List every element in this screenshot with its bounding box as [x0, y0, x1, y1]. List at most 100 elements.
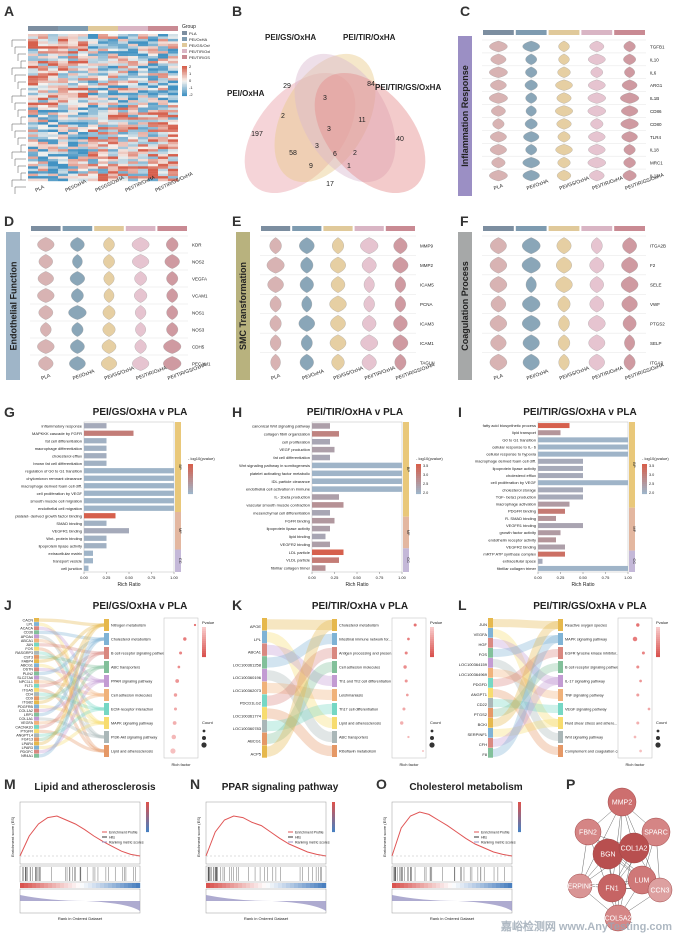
heatmap-cell: [68, 156, 78, 160]
heatmap-cell: [168, 92, 178, 96]
gsea-rank-gradient-cell: [214, 883, 219, 888]
gsea-rank-gradient-cell: [128, 883, 133, 888]
violin-shape: [524, 118, 538, 130]
heatmap-cell: [68, 87, 78, 91]
go-term-label: PDGFR binding: [508, 509, 536, 514]
heatmap-cell: [128, 75, 138, 79]
dot-point: [633, 735, 637, 739]
heatmap-cell: [108, 129, 118, 133]
heatmap-legend-label: PEI/GS/OxHA: [189, 43, 210, 48]
sankey-gene-node: [262, 719, 267, 733]
dot-legend-gradient-cell: [430, 649, 434, 652]
violin-shape: [266, 256, 285, 274]
go-bar: [538, 465, 583, 471]
venn-region-count: 40: [396, 136, 404, 143]
heatmap-cell: [28, 171, 38, 174]
heatmap-cell: [118, 136, 128, 140]
sankey-pathway-node: [558, 689, 563, 701]
heatmap-cell: [108, 144, 118, 147]
sankey-gene-label: JUN: [479, 622, 487, 627]
heatmap-cell: [98, 73, 108, 76]
heatmap-cell: [98, 36, 108, 40]
heatmap-cell: [98, 109, 108, 113]
heatmap-cell: [148, 41, 158, 44]
dot-legend-gradient-cell: [656, 653, 660, 656]
heatmap-cell: [118, 73, 128, 76]
heatmap-cell: [168, 75, 178, 79]
heatmap-scale-cell: [182, 75, 187, 77]
go-term-label: lipoprotein lipase activity: [493, 466, 536, 471]
gsea-rank-gradient-cell: [396, 883, 401, 888]
heatmap-cell: [58, 92, 68, 96]
sankey-pathway-node: [104, 661, 109, 673]
violin-shape: [489, 40, 508, 53]
go-bar: [312, 549, 344, 556]
violin-shape: [163, 356, 182, 371]
go-legend-gradient-cell: [416, 478, 421, 481]
heatmap-cell: [148, 63, 158, 67]
heatmap-cell: [138, 75, 148, 79]
violin-gene-label: CDH5: [192, 345, 205, 350]
go-bar: [84, 468, 174, 474]
heatmap-cell: [28, 156, 38, 160]
heatmap-cell: [138, 127, 148, 130]
violin-x-label: PEI/OxHA: [526, 368, 550, 382]
gsea-rank-gradient-cell: [246, 883, 251, 888]
kegg-panel-j: CACN LPL ACACA CD36 APOA4 ABCA1 JUN FOS RASGRP3 C…: [4, 614, 226, 772]
sankey-pathway-label: PPAR signaling pathway: [111, 680, 152, 684]
heatmap-cell: [98, 146, 108, 150]
gsea-rank-gradient-cell: [298, 883, 303, 888]
go-term-label: Wnt signaling pathway in somitogenesis: [239, 463, 310, 468]
heatmap-cell: [88, 178, 98, 182]
heatmap-cell: [88, 109, 98, 113]
violin-shape: [623, 40, 636, 53]
heatmap-cell: [78, 65, 88, 69]
heatmap-cell: [148, 119, 158, 123]
heatmap-cell: [78, 60, 88, 64]
heatmap-cell: [48, 97, 58, 101]
go-bar: [84, 543, 107, 549]
violin-shape: [361, 256, 377, 274]
heatmap-cell: [28, 166, 38, 169]
gsea-rank-gradient-cell: [96, 883, 101, 888]
go-tick-label: 1.00: [170, 575, 179, 580]
heatmap-cell: [58, 53, 68, 57]
violin-title: Coagulation Process: [460, 261, 470, 351]
heatmap-cell: [168, 65, 178, 69]
heatmap-cell: [88, 107, 98, 111]
heatmap-cell: [48, 129, 58, 133]
heatmap-cell: [38, 112, 48, 116]
gsea-rank-gradient-cell: [428, 883, 433, 888]
violin-x-label: PLA: [493, 373, 505, 382]
violin-shape: [132, 356, 150, 371]
violin-shape: [298, 315, 315, 332]
dot-point: [173, 693, 178, 697]
heatmap-cell: [28, 119, 38, 123]
sankey-gene-node: [34, 688, 39, 692]
heatmap-cell: [78, 95, 88, 98]
heatmap-cell: [88, 63, 98, 67]
violin-shape: [492, 118, 505, 130]
heatmap-cell: [148, 146, 158, 150]
heatmap-cell: [88, 85, 98, 89]
dot-legend-gradient-cell: [202, 651, 206, 654]
heatmap-cell: [88, 158, 98, 162]
go-legend-gradient-cell: [416, 492, 421, 495]
gsea-rank-gradient-cell: [76, 883, 81, 888]
violin-shape: [270, 353, 281, 371]
heatmap-cell: [108, 168, 118, 172]
heatmap-cell: [128, 112, 138, 116]
go-bar: [538, 515, 556, 521]
sankey-gene-node: [34, 630, 39, 635]
gsea-rank-gradient-cell: [310, 883, 315, 888]
dot-legend-gradient-cell: [430, 639, 434, 642]
violin-shape: [558, 40, 570, 53]
gsea-x-label: Rank in Ordered Dataset: [244, 916, 289, 921]
heatmap-cell: [98, 63, 108, 67]
heatmap-cell: [78, 87, 88, 91]
go-tick-label: 0.75: [376, 575, 385, 580]
heatmap-cell: [78, 73, 88, 76]
heatmap-cell: [148, 124, 158, 128]
go-bar: [84, 490, 174, 496]
heatmap-cell: [68, 154, 78, 157]
